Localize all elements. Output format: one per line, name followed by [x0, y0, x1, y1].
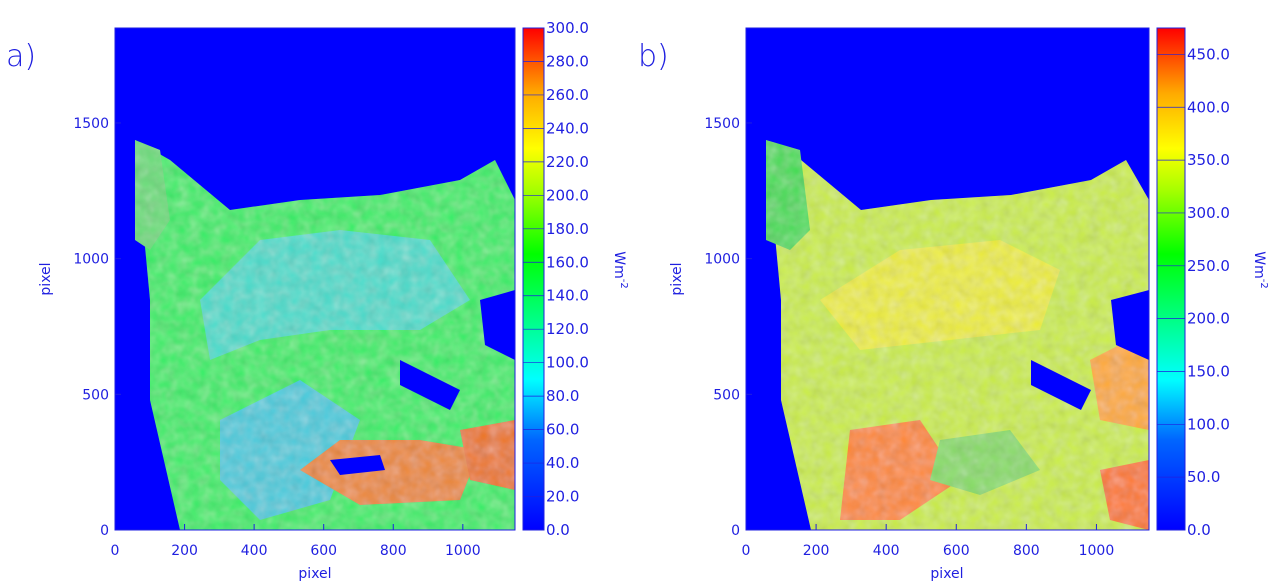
panel-a-colorbar-tick-label: 180.0: [546, 220, 589, 238]
panel-a-colorbar-tick-label: 100.0: [546, 354, 589, 372]
panel-a-frame: [114, 27, 516, 531]
panel-b-x-tick-label: 600: [943, 543, 970, 559]
panel-a-x-tick-label: 600: [310, 543, 337, 559]
panel-b-x-tick-label: 400: [873, 543, 900, 559]
panel-a-colorbar-tick-label: 280.0: [546, 52, 589, 70]
panel-a-colorbar-tick-label: 60.0: [546, 421, 579, 439]
panel-a-y-tick-label: 1500: [73, 116, 109, 132]
panel-b-colorbar-tick-label: 50.0: [1187, 468, 1220, 486]
panel-b-colorbar-tick-label: 400.0: [1187, 98, 1230, 116]
panel-b-colorbar-tick-label: 350.0: [1187, 151, 1230, 169]
panel-b: b) 0 200 400 600 800 1000 0 500 1000 1500 pixel p…: [638, 27, 1268, 582]
panel-b-field-green-north: [766, 140, 810, 250]
panel-a-colorbar-ticks: 0.0 20.0 40.0 60.0 80.0 100.0 120.0 140.0 160.0 1…: [523, 19, 589, 539]
panel-b-y-tick-label: 1000: [704, 252, 740, 268]
panel-a-colorbar-tick-label: 260.0: [546, 86, 589, 104]
panel-b-y-tick-label: 0: [731, 523, 740, 539]
panel-a-x-tick-label: 200: [171, 543, 198, 559]
panel-a-y-tick-label: 1000: [73, 252, 109, 268]
panel-a-colorbar-tick-label: 140.0: [546, 287, 589, 305]
panel-b-colorbar-label: Wm-2: [1251, 251, 1268, 288]
panel-a-colorbar-tick-label: 0.0: [546, 521, 570, 539]
panel-b-colorbar-tick-label: 0.0: [1187, 521, 1211, 539]
panel-a-colorbar-label: Wm-2: [611, 251, 629, 288]
panel-b-field-orange-se: [1100, 460, 1149, 530]
panel-a-x-tick-label: 400: [241, 543, 268, 559]
panel-a-gap-2: [330, 455, 385, 475]
panel-a-gap: [400, 360, 460, 410]
panel-a: a) 0 200 400 600 800 1000 0 500 1000 1500 pixel p…: [6, 19, 629, 582]
panel-a-colorbar-tick-label: 80.0: [546, 387, 579, 405]
panel-b-x-tick-label: 800: [1013, 543, 1040, 559]
panel-b-colorbar-tick-label: 200.0: [1187, 310, 1230, 328]
panel-a-field-warm: [300, 440, 480, 505]
panel-b-axes: 0 200 400 600 800 1000 0 500 1000 1500: [704, 116, 1114, 559]
panel-b-field-orange-sw: [840, 420, 960, 520]
panel-b-xlabel: pixel: [930, 566, 963, 582]
panel-a-label: a): [6, 39, 36, 74]
panel-b-colorbar-tick-label: 300.0: [1187, 204, 1230, 222]
panel-b-field-yellow: [820, 240, 1060, 350]
panel-b-colorbar-tick-label: 450.0: [1187, 45, 1230, 63]
panel-a-ylabel: pixel: [38, 262, 54, 295]
panel-a-field-north: [135, 140, 170, 250]
panel-b-x-tick-label: 1000: [1079, 543, 1115, 559]
panel-b-y-tick-label: 500: [713, 387, 740, 403]
panel-b-colorbar: [1156, 27, 1186, 531]
panel-a-colorbar-tick-label: 240.0: [546, 119, 589, 137]
panel-a-colorbar-tick-label: 200.0: [546, 186, 589, 204]
panel-b-field: [766, 140, 1149, 530]
panel-a-field: [135, 140, 515, 530]
panel-b-y-tick-label: 1500: [704, 116, 740, 132]
panel-a-colorbar-tick-label: 20.0: [546, 488, 579, 506]
panel-a-y-tick-label: 500: [82, 387, 109, 403]
panel-a-colorbar-tick-label: 40.0: [546, 454, 579, 472]
panel-b-colorbar-tick-label: 100.0: [1187, 415, 1230, 433]
panel-b-colorbar-tick-label: 250.0: [1187, 257, 1230, 275]
panel-b-gap: [1031, 360, 1091, 410]
panel-a-colorbar-tick-label: 300.0: [546, 19, 589, 37]
panel-a-colorbar-tick-label: 160.0: [546, 253, 589, 271]
panel-a-gap-3: [480, 290, 515, 360]
panel-a-colorbar: [522, 27, 545, 531]
panel-b-frame: [745, 27, 1150, 531]
panel-a-field-cyan-region: [200, 230, 470, 360]
panel-b-x-tick-label: 0: [742, 543, 751, 559]
panel-a-colorbar-tick-label: 220.0: [546, 153, 589, 171]
panel-b-label: b): [638, 39, 669, 74]
panel-b-field-green-center: [930, 430, 1040, 495]
panel-b-colorbar-tick-label: 150.0: [1187, 362, 1230, 380]
panel-a-field-cyan-south: [220, 380, 360, 520]
panel-a-field-warm-east: [460, 420, 515, 490]
panel-a-colorbar-tick-label: 120.0: [546, 320, 589, 338]
panel-a-y-tick-label: 0: [100, 523, 109, 539]
panel-a-x-tick-label: 0: [111, 543, 120, 559]
panel-b-x-tick-label: 200: [803, 543, 830, 559]
panel-b-colorbar-ticks: 0.0 50.0 100.0 150.0 200.0 250.0 300.0 350.0 400…: [1157, 45, 1230, 539]
panel-a-axes: 0 200 400 600 800 1000 0 500 1000 1500: [73, 116, 480, 559]
panel-b-field-orange-east: [1090, 330, 1149, 430]
panel-a-x-tick-label: 800: [380, 543, 407, 559]
panel-b-ylabel: pixel: [669, 262, 685, 295]
panel-b-gap-2: [1111, 290, 1149, 360]
panel-a-x-tick-label: 1000: [445, 543, 481, 559]
panel-a-xlabel: pixel: [298, 566, 331, 582]
